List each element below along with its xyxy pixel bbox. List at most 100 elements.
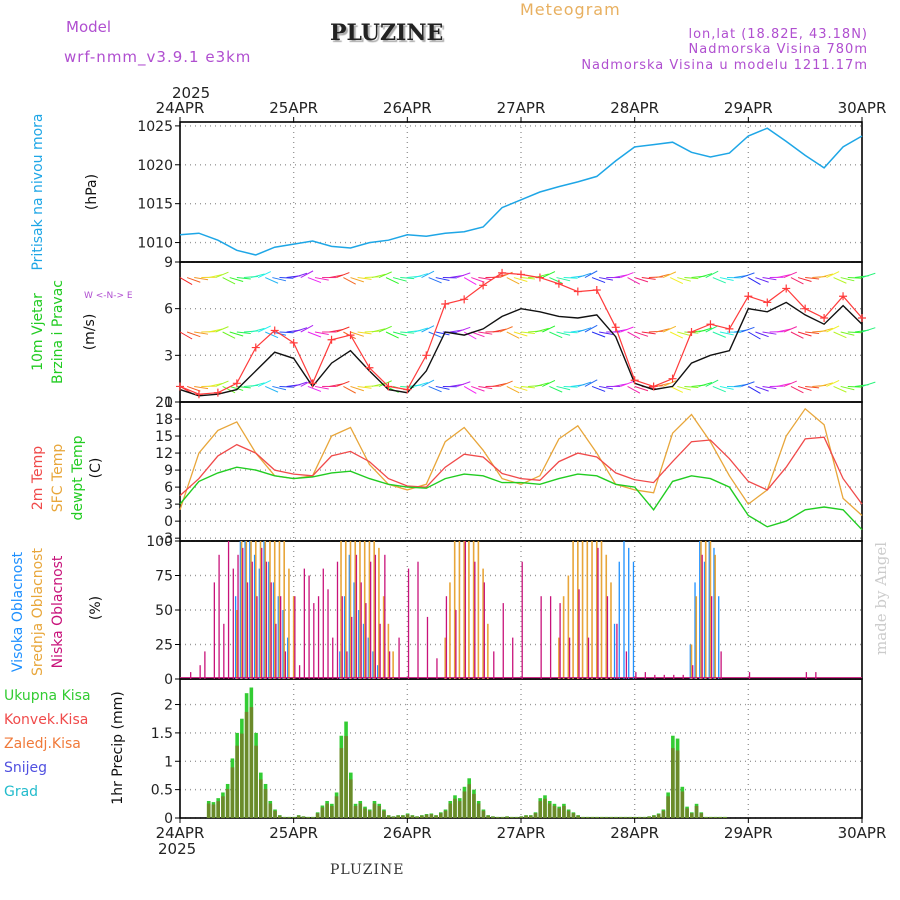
wind-barb [648,330,663,333]
wind-barb [805,385,820,389]
y-tick-label: 18 [155,412,173,428]
precip-bar-convective [491,816,495,818]
precip-bar-convective [680,791,685,818]
wind-gust-marker [820,314,829,322]
wind-gust-marker [346,331,355,340]
wind-barb [357,385,372,389]
wind-gust-marker [592,286,601,294]
precip-bar-convective [424,814,429,818]
y-tick-label: 1015 [137,197,173,213]
wind-barb [748,277,761,285]
precip-bar-convective [562,805,566,818]
wind-barb [272,385,287,391]
precip-bar-convective [576,815,580,818]
wind-barb [272,277,287,282]
wind-gust-marker [270,326,279,335]
wind-barb [428,331,442,338]
wind-barb [627,331,641,340]
wind-barb [641,277,656,280]
wind-barb [620,326,634,333]
wind-barb [357,277,372,280]
precip-bar-convective [206,803,211,818]
wind-barb [819,382,834,387]
model-name: wrf-nmm_v3.9.1 e3km [64,48,252,66]
wind-barb [492,328,507,333]
wind-barb [577,327,592,333]
coords-label: lon,lat (18.82E, 43.18N) [688,27,868,42]
wind-barb [208,328,223,333]
precip-bar-convective [637,817,642,818]
x-tick-label-bottom: 28APR [610,824,659,842]
precip-legend-4: Grad [4,784,38,800]
wind-barb [265,277,279,284]
precip-bar-convective [476,803,481,818]
precip-bar-convective [211,804,216,818]
precip-bar-convective [519,816,524,818]
wind-gust-marker [460,295,469,304]
precip-bar-convective [401,815,405,818]
x-tick-label-bottom: 26APR [383,824,432,842]
y-tick-label: 9 [164,463,173,479]
y-tick-label: 1 [164,754,173,770]
precip-bar-convective [595,817,599,818]
y-tick-label: 100 [146,534,173,550]
y-tick-label: 0 [164,514,173,530]
wind-barb [584,270,598,278]
cloud-axis-label-mid: Srednja Oblacnost [30,548,46,676]
wind-barb [236,331,251,334]
wind-gust-marker [668,374,677,383]
pressure-line [179,127,863,256]
x-tick-label-bottom: 24APR [156,824,205,842]
wind-barb [392,331,407,337]
x-tick-label-top: 24APR [156,99,205,117]
precip-bar-convective [708,817,713,818]
precip-bar-convective [472,793,476,818]
wind-barb [222,331,236,339]
wind-barb [662,380,677,387]
wind-gust-marker [176,382,184,391]
wind-barb [499,326,513,333]
x-tick-label-top: 30APR [838,99,887,117]
model-altitude-label: Nadmorska Visina u modelu 1211.17m [581,58,868,73]
wind-barb [194,385,209,390]
wind-barb [535,382,549,387]
wind-barb [257,271,271,279]
wind-barb [506,277,520,285]
wind-barb [194,331,209,335]
precip-bar-convective [510,817,514,818]
wind-axis-label-2: Brzina i Pravac [50,280,66,384]
wind-barb [492,383,507,387]
wind-barb [350,331,364,337]
wind-gust-marker [573,287,582,296]
precip-bar-convective [292,817,296,818]
precip-bar-convective [443,810,448,818]
x-tick-label-top: 26APR [383,99,432,117]
wind-barb [591,277,606,284]
wind-barb [499,380,513,387]
precip-bar-convective [353,805,358,818]
wind-barb [229,331,244,337]
y-tick-label: 0 [164,811,173,827]
wind-barb [250,327,265,333]
pressure-axis-label: Pritisak na nivou mora [30,113,46,270]
wind-gust-marker [630,376,639,385]
wind-barb [790,277,804,285]
wind-barb [599,331,614,336]
precip-bar-convective [358,803,363,818]
wind-barb [712,385,726,393]
temp-axis-label-sfc: SFC Temp [50,444,66,513]
precip-bar-convective [334,796,339,818]
wind-gust-marker [649,382,658,391]
wind-barb [712,331,726,338]
precip-bar-convective [325,803,329,818]
precip-bar-convective [581,817,585,818]
wind-barb [599,277,614,281]
wind-barb [861,327,876,333]
precip-bar-convective [642,817,647,818]
wind-barb [392,277,407,282]
page-title: PLUZINE [330,20,444,46]
x-tick-label-bottom: 25APR [269,824,318,842]
precip-bar-convective [282,817,287,818]
precip-bar-convective [391,816,396,818]
y-tick-label: 6 [164,302,173,318]
